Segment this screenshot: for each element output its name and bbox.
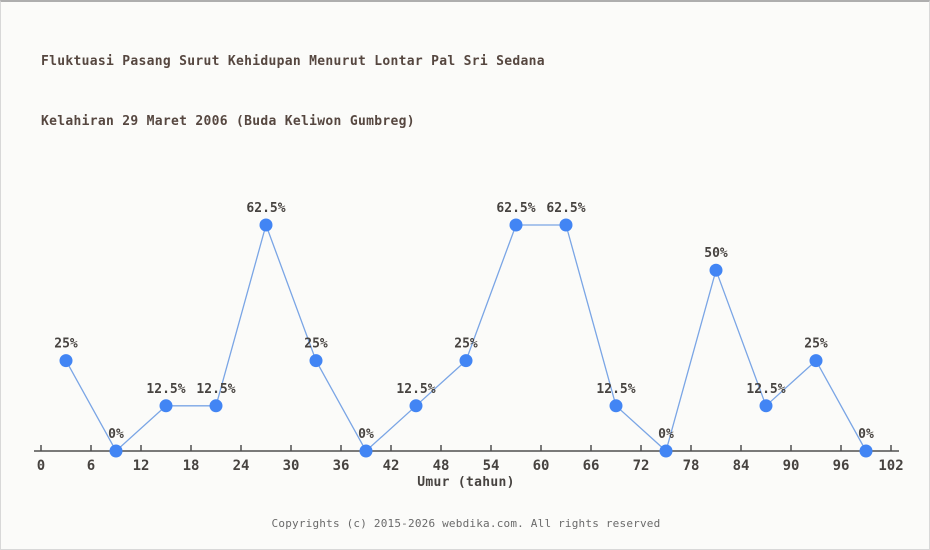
data-point-label: 12.5% — [396, 382, 435, 397]
data-point — [159, 399, 173, 413]
x-axis-tick-label: 30 — [283, 458, 300, 474]
chart-title: Fluktuasi Pasang Surut Kehidupan Menurut… — [41, 12, 545, 172]
x-axis-tick-label: 90 — [783, 458, 800, 474]
x-axis-tick-label: 24 — [233, 458, 250, 474]
x-axis-tick-label: 78 — [683, 458, 700, 474]
x-axis-tick-label: 36 — [333, 458, 350, 474]
x-axis-tick-label: 66 — [583, 458, 600, 474]
data-point — [509, 218, 523, 232]
x-axis-tick-label: 12 — [133, 458, 150, 474]
data-point-label: 25% — [304, 337, 328, 352]
data-point-label: 12.5% — [596, 382, 635, 397]
x-axis-tick-label: 6 — [87, 458, 95, 474]
data-point — [409, 399, 423, 413]
chart-title-line2: Kelahiran 29 Maret 2006 (Buda Keliwon Gu… — [41, 114, 415, 129]
chart-title-line1: Fluktuasi Pasang Surut Kehidupan Menurut… — [41, 54, 545, 69]
data-point-label: 50% — [704, 246, 728, 261]
data-point-label: 0% — [858, 427, 874, 442]
data-point-label: 62.5% — [496, 201, 535, 216]
data-point — [309, 354, 323, 368]
data-point-label: 25% — [804, 337, 828, 352]
data-point-label: 0% — [658, 427, 674, 442]
data-point-label: 0% — [358, 427, 374, 442]
x-axis-tick-label: 48 — [433, 458, 450, 474]
x-axis-tick-label: 96 — [833, 458, 850, 474]
x-axis-tick-label: 84 — [733, 458, 750, 474]
x-axis-tick-label: 0 — [37, 458, 45, 474]
data-point — [809, 354, 823, 368]
data-point — [859, 444, 873, 458]
data-point — [759, 399, 773, 413]
data-point — [659, 444, 673, 458]
data-point-label: 0% — [108, 427, 124, 442]
data-point-label: 12.5% — [746, 382, 785, 397]
data-point-label: 62.5% — [546, 201, 585, 216]
data-point — [59, 354, 73, 368]
data-point-label: 12.5% — [196, 382, 235, 397]
x-axis-tick-label: 60 — [533, 458, 550, 474]
data-point — [209, 399, 223, 413]
data-point — [609, 399, 623, 413]
data-point-label: 62.5% — [246, 201, 285, 216]
x-axis-tick-label: 42 — [383, 458, 400, 474]
x-axis-tick-label: 18 — [183, 458, 200, 474]
x-axis-tick-label: 54 — [483, 458, 500, 474]
data-point-label: 25% — [54, 337, 78, 352]
data-point-label: 12.5% — [146, 382, 185, 397]
data-point-label: 25% — [454, 337, 478, 352]
data-point — [709, 263, 723, 277]
data-point — [559, 218, 573, 232]
data-point — [359, 444, 373, 458]
data-point — [459, 354, 473, 368]
x-axis-tick-label: 102 — [878, 458, 903, 474]
x-axis-tick-label: 72 — [633, 458, 650, 474]
data-point — [259, 218, 273, 232]
x-axis-title: Umur (tahun) — [417, 475, 515, 490]
copyright-footer: Copyrights (c) 2015-2026 webdika.com. Al… — [271, 517, 661, 530]
data-point — [109, 444, 123, 458]
